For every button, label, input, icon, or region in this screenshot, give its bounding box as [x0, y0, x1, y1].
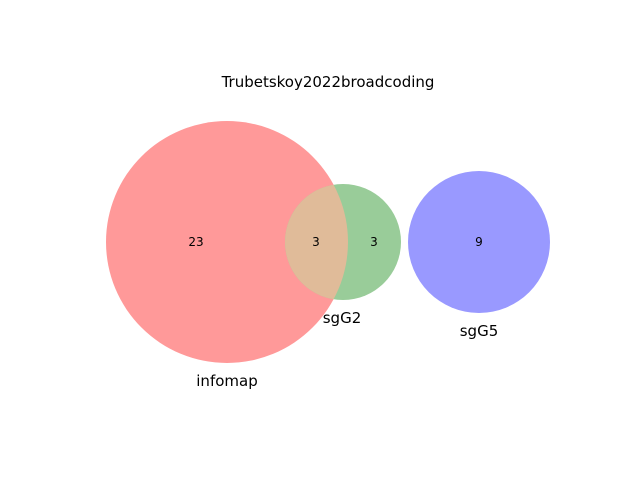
sgG5-only-count: 9 — [475, 235, 483, 249]
diagram-title: Trubetskoy2022broadcoding — [221, 73, 435, 91]
sgG2-label: sgG2 — [323, 309, 362, 327]
infomap-label: infomap — [196, 372, 257, 390]
sgG2-only-count: 3 — [370, 235, 378, 249]
sgG5-label: sgG5 — [460, 322, 499, 340]
sgG5-circle — [408, 171, 550, 313]
infomap-circle — [106, 121, 348, 363]
infomap-sgG2-overlap-count: 3 — [312, 235, 320, 249]
infomap-only-count: 23 — [188, 235, 203, 249]
